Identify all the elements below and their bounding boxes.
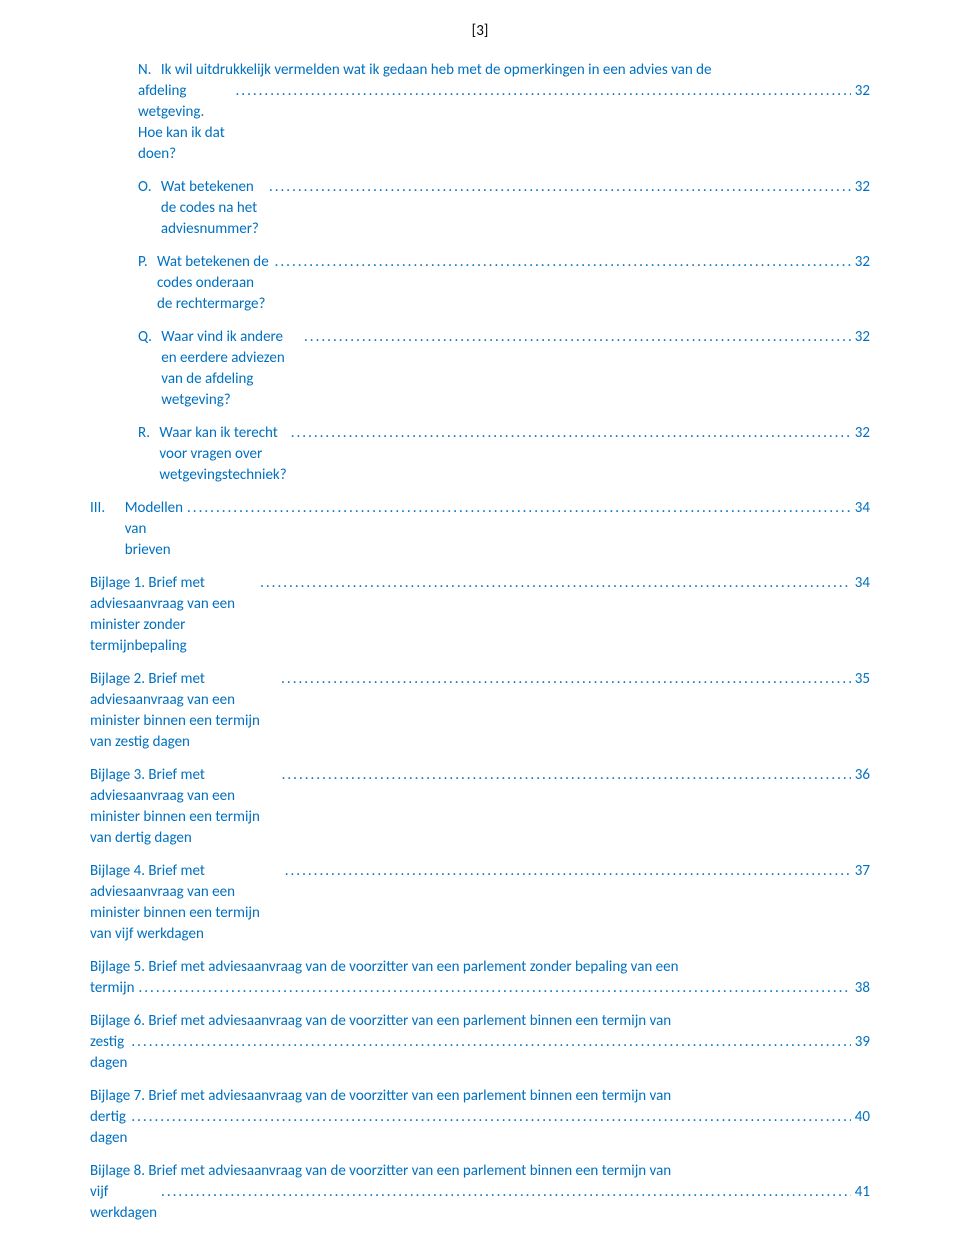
toc-entry-line1: Bijlage 5. Brief met adviesaanvraag van …: [90, 957, 870, 978]
toc-entry[interactable]: Bijlage 3. Brief met adviesaanvraag van …: [90, 765, 870, 849]
toc-prefix: N.: [90, 61, 155, 79]
toc-leader-dots: [269, 177, 851, 198]
toc-entry-title-cont: vijf werkdagen: [90, 1182, 157, 1224]
toc-prefix: III.: [90, 498, 119, 519]
toc-prefix: O.: [90, 177, 155, 198]
toc-leader-dots: [131, 1032, 850, 1053]
toc-entry-page: 41: [855, 1182, 870, 1203]
toc-entry-title: Ik wil uitdrukkelijk vermelden wat ik ge…: [161, 61, 712, 79]
toc-entry[interactable]: Bijlage 5. Brief met adviesaanvraag van …: [90, 957, 870, 999]
toc-leader-dots: [138, 978, 850, 999]
document-page: [3] N. Ik wil uitdrukkelijk vermelden wa…: [0, 0, 960, 1258]
toc-entry-title-cont: zestig dagen: [90, 1032, 127, 1074]
toc-entry[interactable]: Bijlage 1. Brief met adviesaanvraag van …: [90, 573, 870, 657]
toc-prefix: P.: [90, 252, 151, 273]
toc-entry[interactable]: N. Ik wil uitdrukkelijk vermelden wat ik…: [90, 60, 870, 165]
toc-leader-dots: [282, 765, 851, 786]
toc-entry-title-cont: dertig dagen: [90, 1107, 127, 1149]
toc-entry-page: 35: [855, 669, 870, 690]
toc-entry-title: Bijlage 7. Brief met adviesaanvraag van …: [90, 1087, 671, 1105]
toc-leader-dots: [260, 573, 851, 594]
toc-entry-title: Bijlage 3. Brief met adviesaanvraag van …: [90, 765, 278, 849]
toc-entry-line2: zestig dagen 39: [90, 1032, 870, 1074]
toc-entry-page: 32: [855, 177, 870, 198]
toc-entry-title: Bijlage 4. Brief met adviesaanvraag van …: [90, 861, 281, 945]
toc-entry-title: Bijlage 2. Brief met adviesaanvraag van …: [90, 669, 277, 753]
toc-entry-line1: Bijlage 8. Brief met adviesaanvraag van …: [90, 1161, 870, 1182]
toc-entry-title: Waar vind ik andere en eerdere adviezen …: [161, 327, 300, 411]
toc-entry-line2: vijf werkdagen 41: [90, 1182, 870, 1224]
toc-leader-dots: [161, 1182, 851, 1203]
toc-leader-dots: [291, 423, 851, 444]
toc-entry-page: 34: [855, 498, 870, 519]
toc-leader-dots: [275, 252, 851, 273]
toc-entry-page: 38: [855, 978, 870, 999]
toc-entry[interactable]: Q. Waar vind ik andere en eerdere adviez…: [90, 327, 870, 411]
toc-entry[interactable]: Bijlage 8. Brief met adviesaanvraag van …: [90, 1161, 870, 1224]
toc-entry-page: 39: [855, 1032, 870, 1053]
toc-entry-page: 36: [855, 765, 870, 786]
toc-leader-dots: [304, 327, 851, 348]
toc-leader-dots: [131, 1107, 850, 1128]
toc-entry[interactable]: Bijlage 7. Brief met adviesaanvraag van …: [90, 1086, 870, 1149]
toc-leader-dots: [187, 498, 851, 519]
toc-entry[interactable]: O. Wat betekenen de codes na het adviesn…: [90, 177, 870, 240]
toc-leader-dots: [236, 81, 851, 102]
toc-entry-title: Wat betekenen de codes onderaan de recht…: [157, 252, 271, 315]
toc-entry-title: Wat betekenen de codes na het adviesnumm…: [161, 177, 265, 240]
toc-entry-title: Bijlage 6. Brief met adviesaanvraag van …: [90, 1012, 671, 1030]
toc-entry[interactable]: Bijlage 2. Brief met adviesaanvraag van …: [90, 669, 870, 753]
toc-prefix: R.: [90, 423, 153, 444]
toc-prefix: Q.: [90, 327, 155, 348]
toc-entry-title: Bijlage 8. Brief met adviesaanvraag van …: [90, 1162, 671, 1180]
toc-entry[interactable]: R. Waar kan ik terecht voor vragen over …: [90, 423, 870, 486]
toc-entry-title: Bijlage 5. Brief met adviesaanvraag van …: [90, 958, 679, 976]
toc-entry[interactable]: Bijlage 4. Brief met adviesaanvraag van …: [90, 861, 870, 945]
toc-entry[interactable]: Bijlage 6. Brief met adviesaanvraag van …: [90, 1011, 870, 1074]
toc-entry-line1: Bijlage 6. Brief met adviesaanvraag van …: [90, 1011, 870, 1032]
toc-entry-title: Modellen van brieven: [125, 498, 183, 561]
toc-entry[interactable]: III. Modellen van brieven 34: [90, 498, 870, 561]
toc-entry-page: 32: [855, 327, 870, 348]
toc-entry-page: 37: [855, 861, 870, 882]
toc-entry-line2: afdeling wetgeving. Hoe kan ik dat doen?…: [90, 81, 870, 165]
toc-entry-title-cont: termijn: [90, 978, 134, 999]
toc-entry-line2: termijn 38: [90, 978, 870, 999]
toc-entry-title: Waar kan ik terecht voor vragen over wet…: [159, 423, 286, 486]
toc-entry-page: 32: [855, 423, 870, 444]
toc-entry-title-cont: afdeling wetgeving. Hoe kan ik dat doen?: [138, 81, 232, 165]
toc-entry-title: Bijlage 1. Brief met adviesaanvraag van …: [90, 573, 256, 657]
toc-entry-line1: N. Ik wil uitdrukkelijk vermelden wat ik…: [90, 60, 870, 81]
page-number: [3]: [90, 22, 870, 40]
table-of-contents: N. Ik wil uitdrukkelijk vermelden wat ik…: [90, 60, 870, 1224]
toc-leader-dots: [285, 861, 851, 882]
toc-leader-dots: [281, 669, 851, 690]
toc-entry-page: 40: [855, 1107, 870, 1128]
toc-entry-page: 32: [855, 252, 870, 273]
toc-entry-page: 34: [855, 573, 870, 594]
toc-entry-line1: Bijlage 7. Brief met adviesaanvraag van …: [90, 1086, 870, 1107]
toc-entry-line2: dertig dagen 40: [90, 1107, 870, 1149]
toc-entry-page: 32: [855, 81, 870, 102]
toc-entry[interactable]: P. Wat betekenen de codes onderaan de re…: [90, 252, 870, 315]
